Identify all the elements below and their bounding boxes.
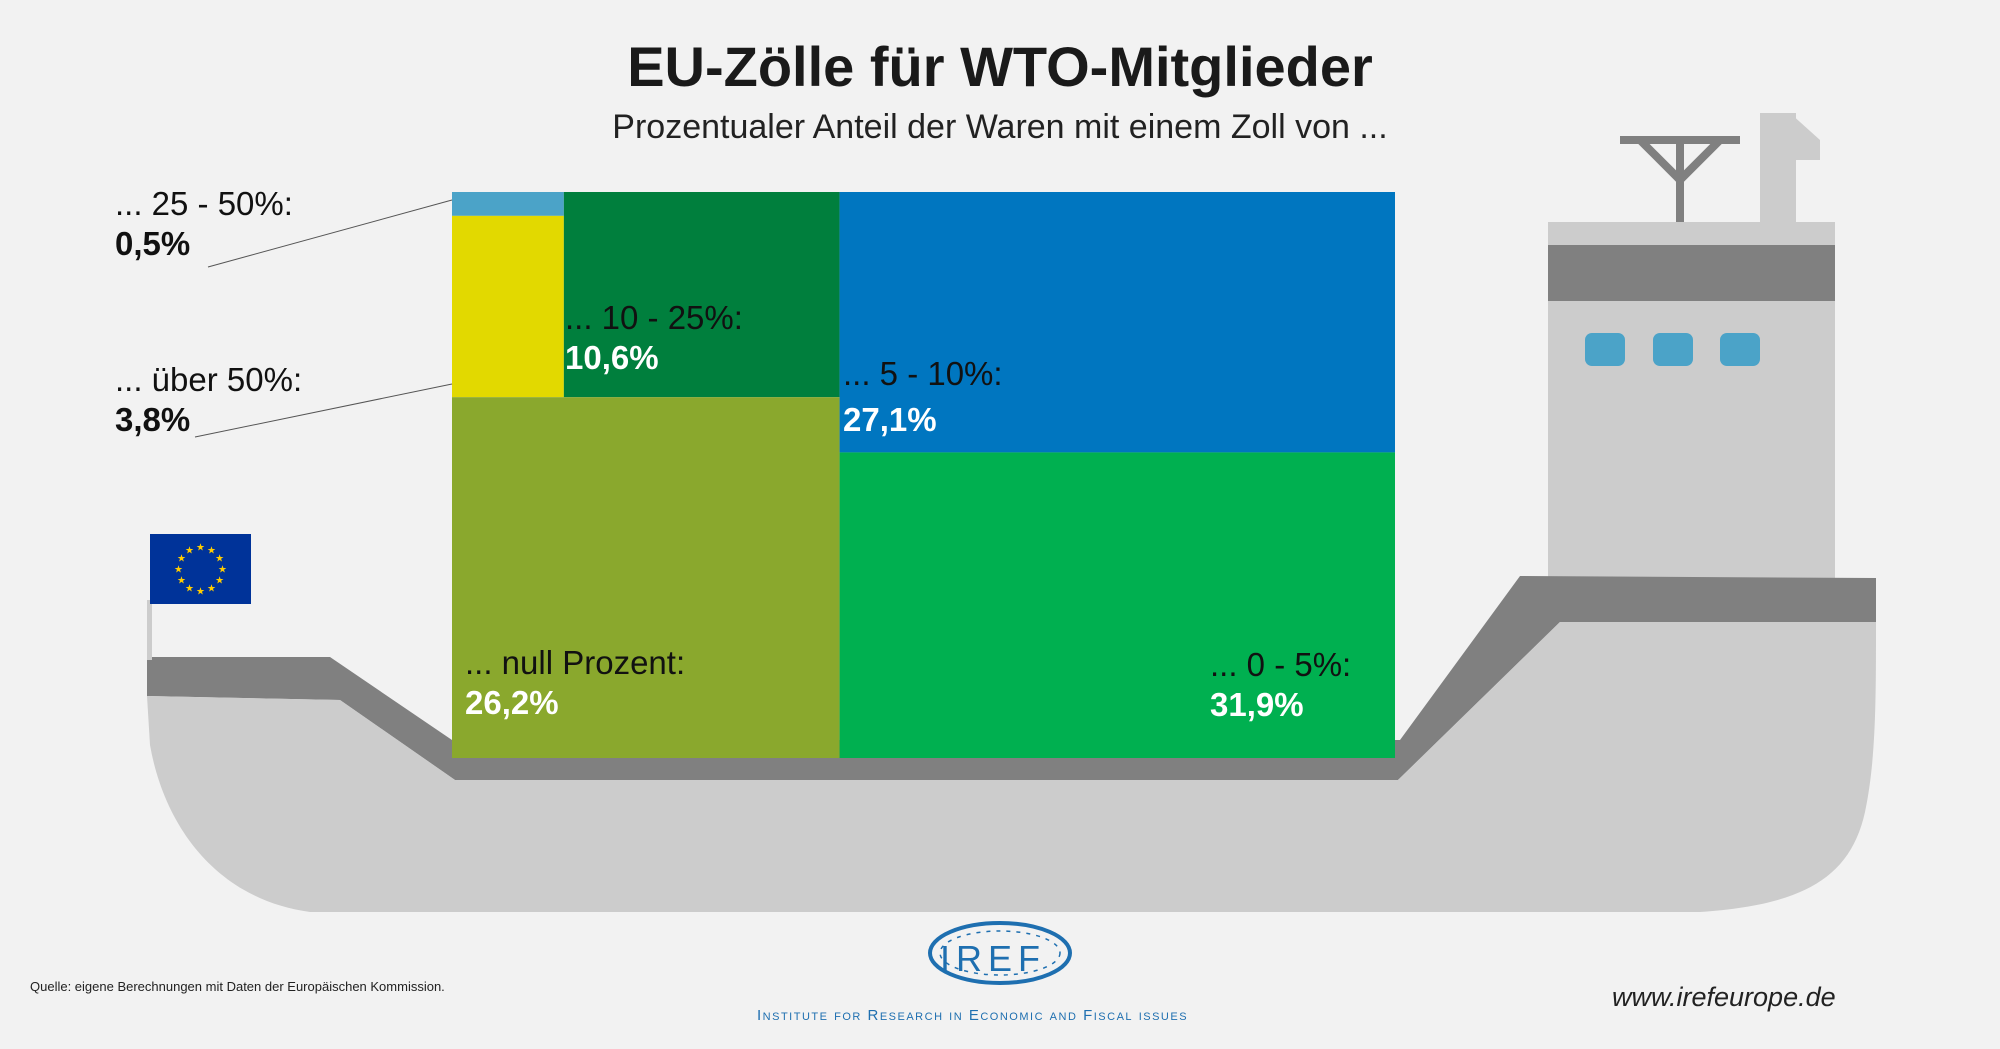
flag-star-icon: ★: [215, 576, 224, 587]
flag-star-icon: ★: [185, 545, 194, 556]
label-25-50-range: ... 25 - 50%:: [115, 185, 293, 222]
label-5-10-value: 27,1%: [843, 401, 937, 438]
flag-star-icon: ★: [185, 584, 194, 595]
label-25-50-value: 0,5%: [115, 225, 191, 262]
label-0-5-value: 31,9%: [1210, 686, 1304, 723]
label-5-10-range: ... 5 - 10%:: [843, 355, 1003, 392]
label-25-50: ... 25 - 50%: 0,5%: [115, 184, 293, 264]
leader-line-25-50: [207, 199, 453, 268]
flag-star-icon: ★: [207, 584, 216, 595]
block-null: [452, 397, 840, 758]
block-0-5: [839, 452, 1395, 758]
chart-subtitle: Prozentualer Anteil der Waren mit einem …: [612, 108, 1388, 146]
flag-star-icon: ★: [218, 565, 227, 576]
label-10-25-value: 10,6%: [565, 339, 659, 376]
label-ueber-50-value: 3,8%: [115, 401, 191, 438]
flag-star-icon: ★: [196, 587, 205, 598]
source-note: Quelle: eigene Berechnungen mit Daten de…: [30, 979, 445, 994]
leader-line-ueber-50: [194, 383, 453, 438]
block-10-25: [563, 192, 840, 398]
label-10-25: ... 10 - 25%: 10,6%: [565, 298, 743, 378]
label-ueber-50-range: ... über 50%:: [115, 361, 303, 398]
label-10-25-range: ... 10 - 25%:: [565, 299, 743, 336]
block-5-10: [839, 192, 1395, 453]
window-1: [1585, 333, 1625, 366]
deck-outline: [147, 576, 1876, 780]
flag-star-icon: ★: [207, 545, 216, 556]
window-3: [1720, 333, 1760, 366]
label-0-5-range: ... 0 - 5%:: [1210, 646, 1352, 683]
eu-flag-stars-icon: ★ ★★★★★★★★★★★: [174, 543, 227, 598]
window-2: [1653, 333, 1693, 366]
label-null-value: 26,2%: [465, 684, 559, 721]
label-null-range: ... null Prozent:: [465, 644, 686, 681]
flag-pole: [147, 600, 152, 660]
crane-icon: [1620, 136, 1740, 228]
flag-star-icon: ★: [174, 565, 183, 576]
website-url[interactable]: www.irefeurope.de: [1612, 982, 1836, 1012]
label-5-10: ... 5 - 10%: 27,1%: [843, 354, 1003, 440]
bridge-stripe: [1548, 245, 1835, 301]
iref-logo-text: IREF: [940, 938, 1047, 979]
chart-title: EU-Zölle für WTO-Mitglieder: [627, 35, 1373, 98]
flag-star-icon: ★: [215, 554, 224, 565]
mast: [1760, 113, 1796, 233]
chart-area: [452, 192, 1395, 758]
block-ueber-50: [452, 215, 564, 398]
flag-star-icon: ★: [177, 576, 186, 587]
iref-logo-icon: [928, 921, 1072, 985]
institute-name: Institute for Research in Economic and F…: [757, 1007, 1189, 1024]
eu-flag: [150, 534, 251, 604]
hull: [147, 622, 1876, 912]
flag-star-icon: ★: [177, 554, 186, 565]
label-ueber-50: ... über 50%: 3,8%: [115, 360, 302, 440]
label-0-5: ... 0 - 5%: 31,9%: [1210, 645, 1351, 725]
mast-top: [1760, 113, 1820, 160]
flag-star-icon: ★: [196, 543, 205, 554]
label-null: ... null Prozent: 26,2%: [465, 643, 685, 723]
block-25-50: [452, 192, 564, 216]
